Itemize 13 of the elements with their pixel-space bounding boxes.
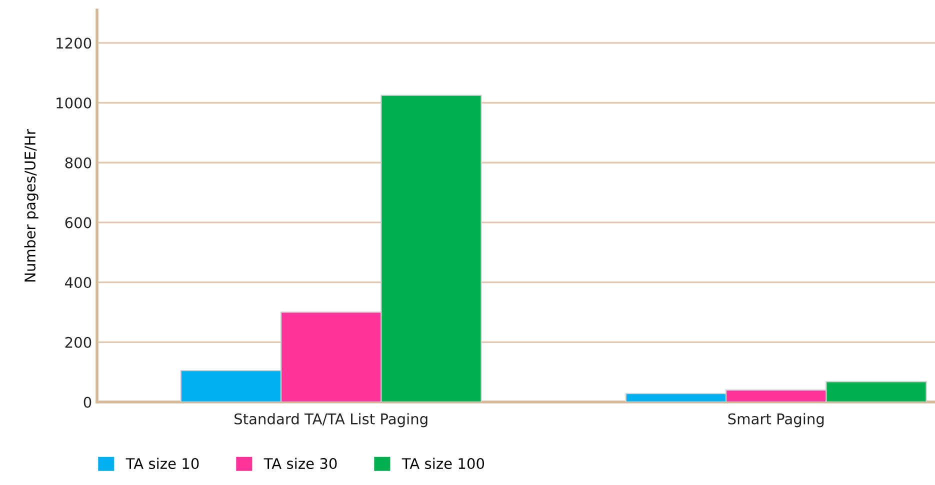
y-tick-label: 800 bbox=[65, 157, 92, 168]
y-tick-label: 600 bbox=[65, 217, 92, 228]
x-tick-label: Smart Paging bbox=[728, 413, 824, 428]
y-tick-label: 400 bbox=[65, 277, 92, 288]
x-tick-label: Standard TA/TA List Paging bbox=[234, 413, 428, 428]
y-tick-label: 1200 bbox=[56, 38, 92, 49]
y-axis-title: Number pages/UE/Hr bbox=[24, 129, 38, 282]
y-tick-label: 0 bbox=[84, 396, 92, 408]
legend-label: TA size 30 bbox=[264, 458, 337, 470]
y-tick-label: 200 bbox=[65, 336, 92, 348]
y-tick-label: 1000 bbox=[56, 97, 92, 109]
legend-label: TA size 100 bbox=[402, 458, 484, 470]
legend-label: TA size 10 bbox=[126, 458, 199, 470]
